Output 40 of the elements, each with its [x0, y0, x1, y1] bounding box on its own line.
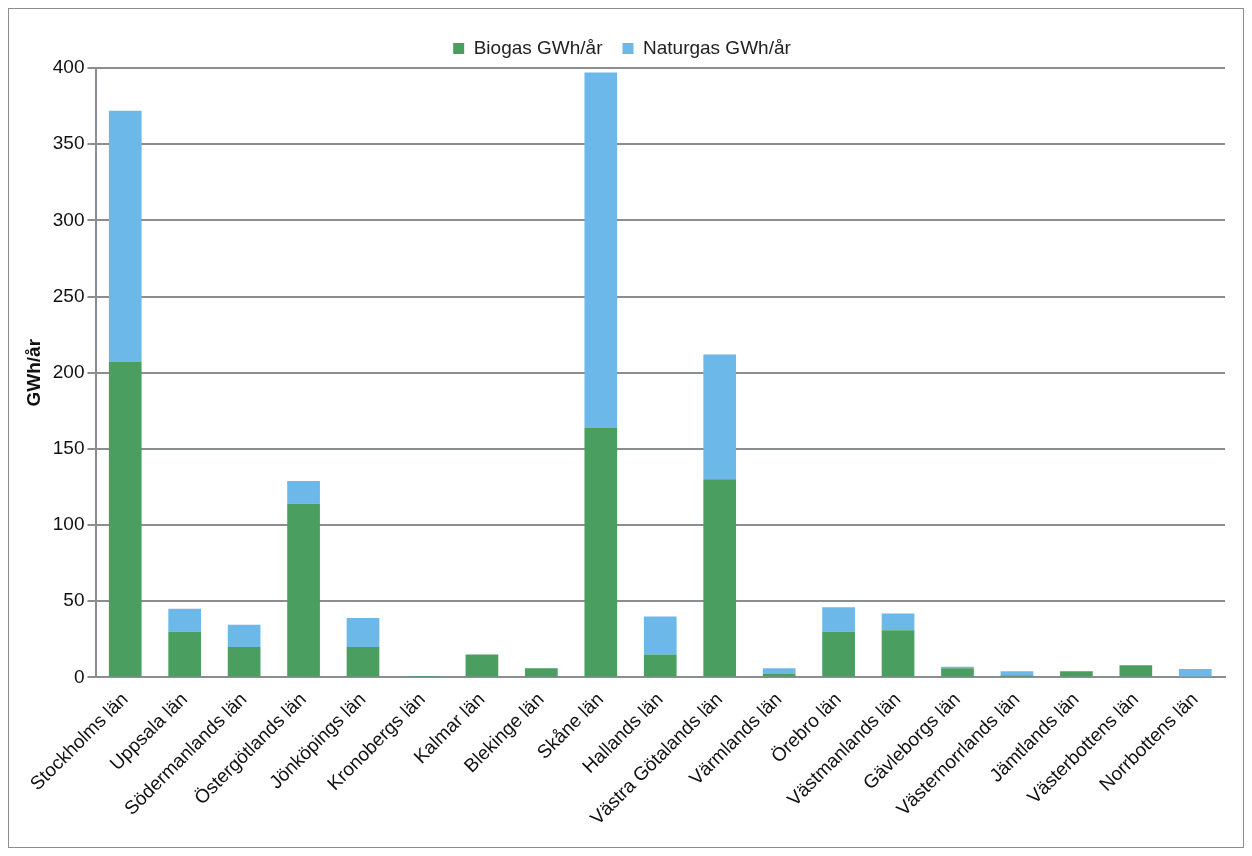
bar — [703, 479, 737, 677]
bar — [584, 427, 618, 677]
bar — [525, 668, 558, 677]
bar — [822, 607, 855, 632]
legend-label: Naturgas GWh/år — [643, 36, 792, 58]
bar — [227, 646, 261, 677]
bar — [643, 616, 677, 655]
bar — [1178, 669, 1212, 677]
y-tick-label: 0 — [73, 665, 85, 687]
bar — [108, 362, 142, 677]
bar — [643, 654, 677, 677]
y-tick-label: 400 — [52, 56, 85, 78]
bar — [287, 503, 320, 677]
bar — [703, 354, 737, 480]
bar — [762, 668, 796, 674]
legend-label: Biogas GWh/år — [473, 36, 604, 58]
y-tick-label: 150 — [52, 437, 85, 459]
bar — [108, 110, 142, 363]
y-tick-label: 200 — [52, 360, 85, 382]
y-tick-label: 350 — [52, 132, 85, 154]
y-tick-label: 100 — [52, 513, 85, 535]
bar — [465, 654, 499, 677]
bar — [1060, 671, 1093, 677]
y-tick-label: 250 — [52, 284, 85, 306]
bar — [1000, 671, 1034, 676]
bar — [227, 624, 261, 647]
bar — [287, 480, 320, 504]
bar — [168, 608, 202, 632]
bar — [168, 631, 202, 677]
y-axis-title: GWh/år — [22, 338, 44, 407]
bar — [822, 631, 855, 677]
bar — [941, 668, 974, 677]
bar — [881, 630, 915, 677]
bar — [881, 613, 915, 631]
bar — [584, 72, 618, 428]
bar — [346, 617, 380, 647]
y-tick-label: 50 — [63, 589, 85, 611]
bar — [346, 646, 380, 677]
y-tick-label: 300 — [52, 208, 85, 230]
bar — [1119, 665, 1153, 677]
